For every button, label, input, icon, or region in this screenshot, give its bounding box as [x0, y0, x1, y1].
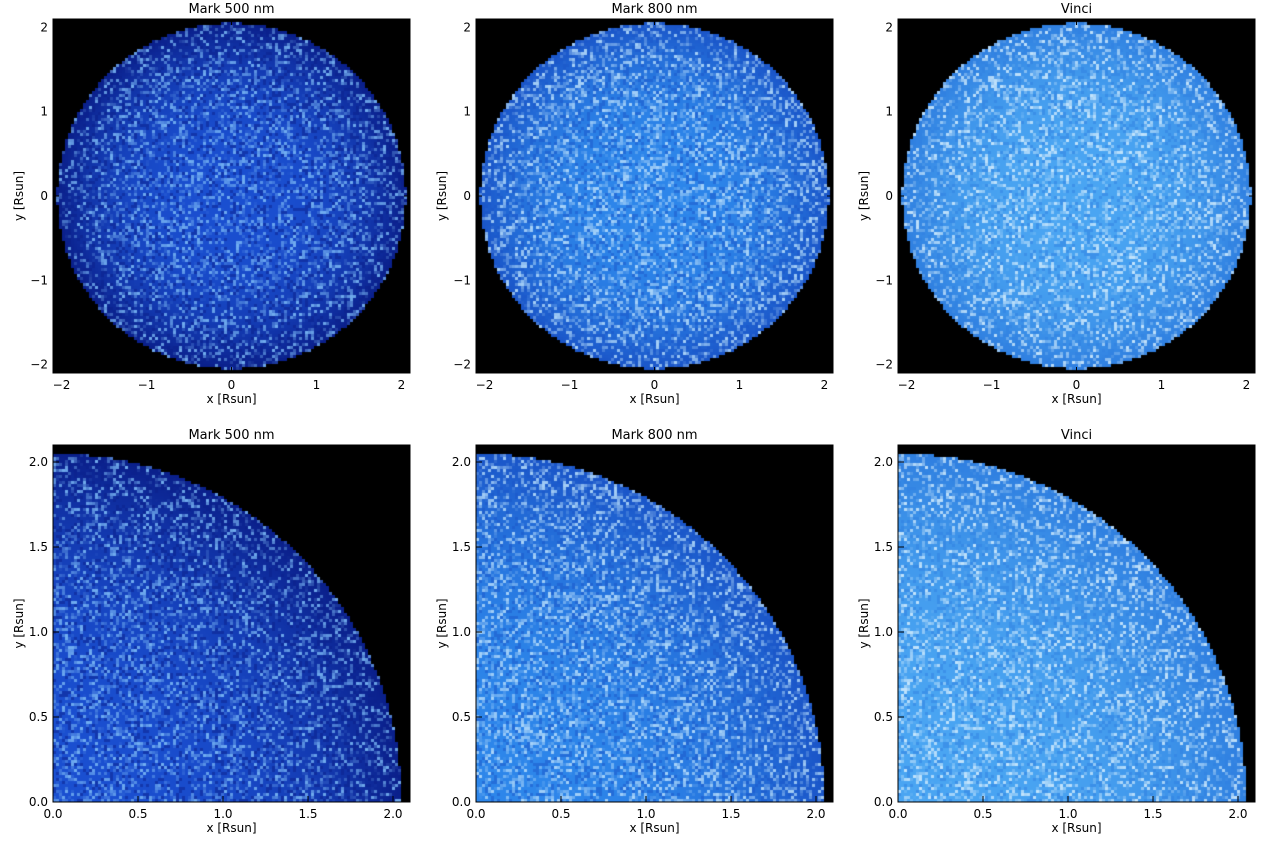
y-axis-label: y [Rsun]	[435, 598, 449, 648]
y-tick-label: −2	[30, 358, 48, 372]
panel-2: −2 −1 0 1 2 −2 −1 0 1 2 Mark 800 nm x [Rsun] y [Rsun…	[435, 2, 834, 406]
disk-intensity-map	[476, 19, 833, 373]
x-tick-label: 1	[736, 378, 744, 392]
x-tick-label: 1.5	[298, 807, 317, 821]
y-axis-label: y [Rsun]	[12, 598, 26, 648]
y-tick-label: −1	[453, 273, 471, 287]
y-tick-label: 1	[885, 105, 893, 119]
x-axis-label: x [Rsun]	[1051, 821, 1101, 835]
x-tick-label: 0.0	[888, 807, 907, 821]
x-tick-label: 2.0	[806, 807, 825, 821]
y-tick-label: −2	[875, 358, 893, 372]
y-axis-label: y [Rsun]	[857, 598, 871, 648]
y-tick-label: 1.5	[452, 540, 471, 554]
x-tick-label: −2	[53, 378, 71, 392]
x-tick-label: 0.0	[43, 807, 62, 821]
x-tick-label: −2	[898, 378, 916, 392]
x-tick-label: 0	[651, 378, 659, 392]
disk-intensity-map	[53, 19, 410, 373]
y-tick-label: 0	[40, 189, 48, 203]
y-tick-label: 0	[885, 189, 893, 203]
y-tick-label: 1	[40, 105, 48, 119]
x-tick-label: 0	[1073, 378, 1081, 392]
y-tick-label: −1	[875, 273, 893, 287]
y-tick-label: 1.0	[29, 625, 48, 639]
y-tick-label: 2.0	[29, 455, 48, 469]
x-tick-label: −2	[476, 378, 494, 392]
y-tick-label: 0.5	[29, 710, 48, 724]
panel-title: Mark 800 nm	[611, 2, 697, 17]
x-tick-label: 2.0	[1228, 807, 1247, 821]
disk-intensity-map	[476, 445, 833, 802]
x-tick-label: 2.0	[383, 807, 402, 821]
x-tick-label: 0.0	[466, 807, 485, 821]
x-tick-label: 1.0	[1058, 807, 1077, 821]
disk-intensity-map	[898, 19, 1255, 373]
disk-intensity-map	[53, 445, 410, 802]
panel-5: 0.0 0.5 1.0 1.5 2.0 0.0 0.5 1.0 1.5 2.0 Mark 800 n…	[435, 428, 834, 835]
y-tick-label: 0.0	[29, 795, 48, 809]
panel-4: 0.0 0.5 1.0 1.5 2.0 0.0 0.5 1.0 1.5 2.0 Mark 500 n…	[12, 428, 411, 835]
x-tick-label: 1.5	[721, 807, 740, 821]
y-tick-label: −1	[30, 273, 48, 287]
y-tick-label: 1.5	[29, 540, 48, 554]
x-tick-label: 2	[398, 378, 406, 392]
panel-title: Mark 800 nm	[611, 428, 697, 443]
x-tick-label: 1	[1158, 378, 1166, 392]
panel-3: −2 −1 0 1 2 −2 −1 0 1 2 Vinci x [Rsun] y [Rsun]	[857, 2, 1256, 406]
panel-title: Vinci	[1061, 428, 1092, 443]
plot-frame	[897, 444, 1256, 803]
y-tick-label: 2	[40, 20, 48, 34]
x-tick-label: 1	[313, 378, 321, 392]
x-tick-label: 0	[228, 378, 236, 392]
y-tick-label: 0.0	[452, 795, 471, 809]
y-tick-label: 0.5	[874, 710, 893, 724]
y-tick-label: 2	[885, 20, 893, 34]
y-tick-label: 1	[463, 105, 471, 119]
x-tick-label: 2	[1243, 378, 1251, 392]
x-tick-label: 0.5	[128, 807, 147, 821]
y-axis-label: y [Rsun]	[435, 171, 449, 221]
y-axis-label: y [Rsun]	[857, 171, 871, 221]
y-axis-label: y [Rsun]	[12, 171, 26, 221]
x-axis-label: x [Rsun]	[206, 821, 256, 835]
y-tick-label: 1.0	[452, 625, 471, 639]
panel-title: Mark 500 nm	[188, 428, 274, 443]
x-tick-label: −1	[138, 378, 156, 392]
y-tick-label: 2.0	[452, 455, 471, 469]
y-tick-label: 0.0	[874, 795, 893, 809]
panel-title: Mark 500 nm	[188, 2, 274, 17]
x-tick-label: −1	[561, 378, 579, 392]
x-tick-label: 1.5	[1143, 807, 1162, 821]
y-tick-label: 2.0	[874, 455, 893, 469]
panel-6: 0.0 0.5 1.0 1.5 2.0 0.0 0.5 1.0 1.5 2.0 Vinci x [Rs…	[857, 428, 1256, 835]
x-tick-label: 0.5	[973, 807, 992, 821]
y-tick-label: 1.0	[874, 625, 893, 639]
x-tick-label: −1	[983, 378, 1001, 392]
y-tick-label: 0	[463, 189, 471, 203]
x-tick-label: 0.5	[551, 807, 570, 821]
plot-frame	[52, 444, 411, 803]
y-tick-label: 1.5	[874, 540, 893, 554]
y-tick-label: 2	[463, 20, 471, 34]
plot-frame	[475, 444, 834, 803]
y-tick-label: 0.5	[452, 710, 471, 724]
y-tick-label: −2	[453, 358, 471, 372]
x-axis-label: x [Rsun]	[629, 821, 679, 835]
x-tick-label: 2	[821, 378, 829, 392]
panel-1: −2 −1 0 1 2 −2 −1 0 1 2 Mark 500 nm x [Rsun] y [Rsun…	[12, 2, 411, 406]
panel-title: Vinci	[1061, 2, 1092, 17]
x-tick-label: 1.0	[636, 807, 655, 821]
x-axis-label: x [Rsun]	[629, 392, 679, 406]
x-tick-label: 1.0	[213, 807, 232, 821]
disk-intensity-map	[898, 445, 1255, 802]
x-axis-label: x [Rsun]	[206, 392, 256, 406]
x-axis-label: x [Rsun]	[1051, 392, 1101, 406]
